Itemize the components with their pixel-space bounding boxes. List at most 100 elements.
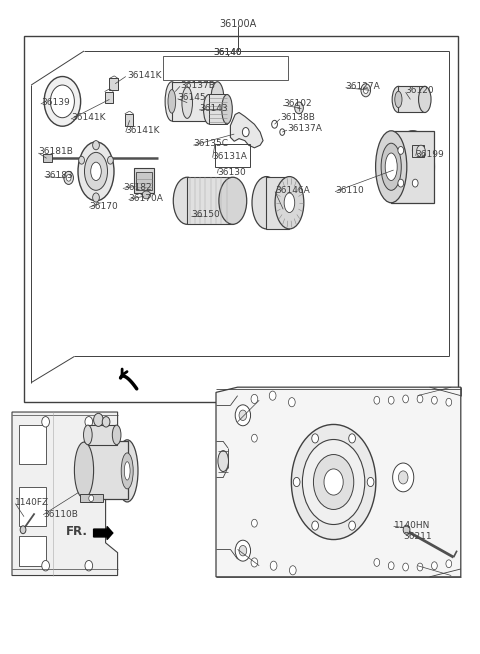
Circle shape: [367, 477, 374, 487]
Ellipse shape: [84, 152, 108, 190]
Ellipse shape: [419, 86, 431, 112]
Circle shape: [79, 156, 84, 164]
Bar: [125, 114, 133, 126]
Circle shape: [66, 175, 71, 181]
Bar: [163, 56, 288, 80]
Ellipse shape: [112, 425, 121, 445]
Circle shape: [302, 439, 365, 525]
Bar: [398, 86, 425, 112]
Circle shape: [102, 417, 110, 427]
Circle shape: [50, 85, 74, 118]
Text: 36102: 36102: [283, 99, 312, 109]
Bar: [19, 487, 46, 526]
Circle shape: [432, 396, 437, 404]
Text: FR.: FR.: [66, 525, 88, 538]
Circle shape: [388, 396, 394, 404]
Text: 36181B: 36181B: [38, 147, 73, 156]
Text: 36100A: 36100A: [219, 19, 256, 29]
Circle shape: [93, 141, 99, 150]
Circle shape: [446, 398, 452, 406]
Ellipse shape: [375, 131, 407, 203]
Circle shape: [235, 540, 251, 561]
Text: 36146A: 36146A: [275, 186, 310, 195]
Bar: [80, 494, 103, 502]
Text: 36170A: 36170A: [129, 194, 164, 203]
FancyArrow shape: [94, 526, 113, 540]
Ellipse shape: [275, 177, 304, 229]
Circle shape: [252, 519, 257, 527]
Circle shape: [403, 563, 408, 571]
Circle shape: [242, 128, 249, 137]
Ellipse shape: [385, 153, 397, 181]
Ellipse shape: [211, 82, 224, 121]
Text: 36141K: 36141K: [127, 71, 162, 80]
Circle shape: [280, 129, 285, 135]
Circle shape: [417, 145, 425, 157]
Circle shape: [417, 563, 423, 571]
Circle shape: [403, 525, 410, 534]
Circle shape: [374, 559, 380, 566]
Circle shape: [288, 398, 295, 407]
Polygon shape: [216, 387, 461, 577]
Bar: [84, 441, 128, 499]
Bar: [88, 425, 117, 445]
Text: 36131A: 36131A: [213, 152, 248, 161]
Ellipse shape: [284, 193, 295, 213]
Text: 36120: 36120: [406, 86, 434, 95]
Circle shape: [93, 193, 99, 202]
Circle shape: [239, 410, 247, 421]
Text: 36110: 36110: [335, 186, 364, 195]
Circle shape: [361, 84, 371, 97]
Circle shape: [64, 171, 73, 184]
Circle shape: [293, 477, 300, 487]
Ellipse shape: [91, 162, 101, 181]
Circle shape: [403, 395, 408, 403]
Circle shape: [363, 87, 368, 94]
Ellipse shape: [219, 177, 247, 224]
Circle shape: [85, 417, 93, 427]
Ellipse shape: [392, 86, 405, 112]
Text: 36199: 36199: [416, 150, 444, 159]
Ellipse shape: [391, 131, 434, 203]
Ellipse shape: [168, 90, 176, 113]
Circle shape: [412, 179, 418, 187]
Circle shape: [270, 561, 277, 570]
Circle shape: [42, 417, 49, 427]
Circle shape: [348, 521, 355, 530]
Bar: [136, 172, 152, 190]
Circle shape: [272, 120, 277, 128]
Bar: [24, 36, 458, 402]
Circle shape: [108, 156, 113, 164]
Text: 1140HN: 1140HN: [394, 521, 430, 530]
Bar: [134, 168, 154, 193]
Circle shape: [289, 566, 296, 575]
Bar: [109, 78, 118, 90]
Text: 36139: 36139: [41, 98, 70, 107]
Circle shape: [312, 521, 318, 530]
Text: 36137A: 36137A: [287, 124, 322, 133]
Polygon shape: [230, 112, 263, 148]
Circle shape: [251, 558, 258, 567]
Circle shape: [348, 434, 355, 443]
Bar: [215, 144, 250, 167]
Bar: [209, 94, 227, 124]
Text: 1140FZ: 1140FZ: [15, 498, 49, 507]
Circle shape: [388, 562, 394, 570]
Text: 36138B: 36138B: [280, 113, 315, 122]
Ellipse shape: [182, 87, 192, 118]
Ellipse shape: [74, 442, 94, 498]
Circle shape: [235, 405, 251, 426]
Circle shape: [446, 560, 452, 568]
Text: 36130: 36130: [217, 167, 246, 177]
Circle shape: [312, 434, 319, 443]
Circle shape: [42, 560, 49, 571]
Text: 36182: 36182: [123, 183, 152, 192]
Circle shape: [398, 146, 404, 154]
Circle shape: [269, 391, 276, 400]
Ellipse shape: [381, 143, 401, 190]
Bar: [105, 92, 113, 103]
Circle shape: [417, 395, 423, 403]
Ellipse shape: [117, 439, 138, 502]
Bar: [19, 536, 46, 566]
Polygon shape: [12, 412, 118, 576]
